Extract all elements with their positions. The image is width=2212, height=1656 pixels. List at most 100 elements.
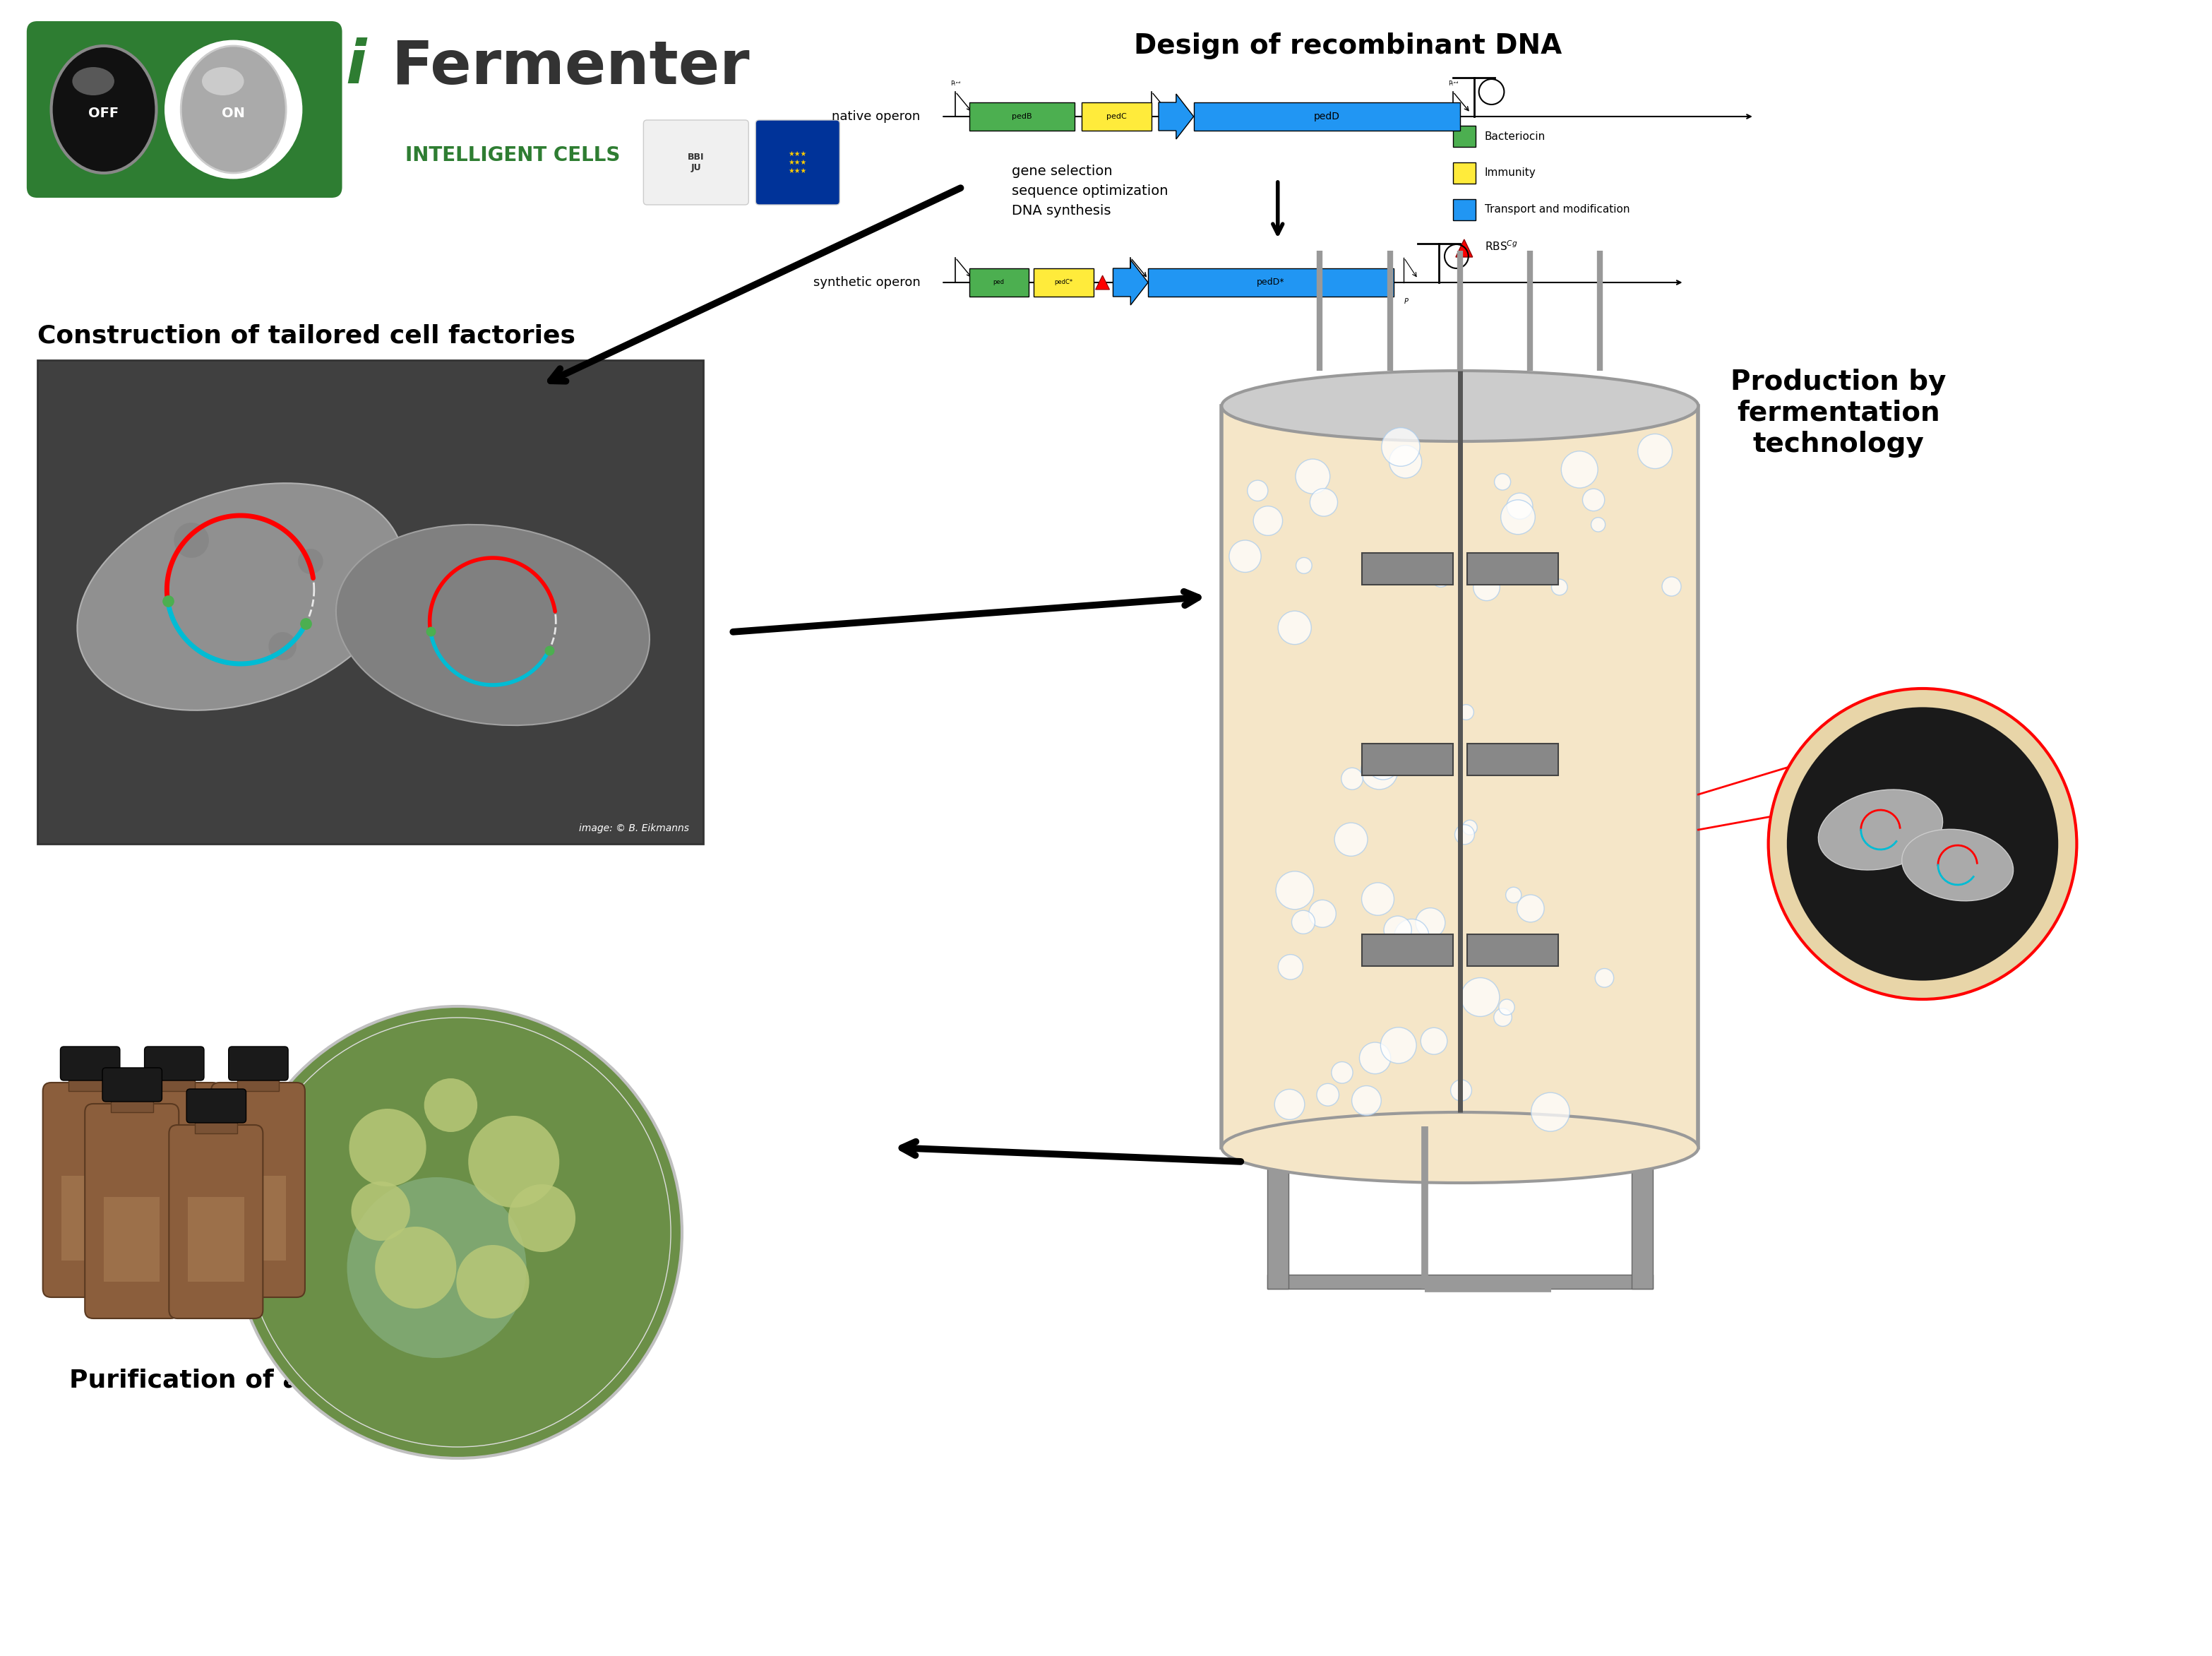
Circle shape (1316, 1083, 1338, 1106)
FancyBboxPatch shape (102, 1068, 161, 1101)
Circle shape (1506, 888, 1522, 903)
Circle shape (456, 1245, 529, 1318)
Text: Immunity: Immunity (1484, 167, 1535, 179)
Circle shape (349, 1110, 427, 1186)
FancyBboxPatch shape (228, 1047, 288, 1080)
Text: Pₜᵉᵈ: Pₜᵉᵈ (951, 81, 960, 86)
Bar (153, 1073, 195, 1091)
Text: Fermenter: Fermenter (392, 38, 750, 96)
Circle shape (347, 1177, 526, 1358)
Bar (111, 1095, 153, 1113)
Text: INTELLIGENT CELLS: INTELLIGENT CELLS (405, 146, 619, 166)
Bar (1467, 553, 1557, 585)
Bar (62, 1176, 117, 1260)
Bar (1267, 1275, 1652, 1288)
FancyBboxPatch shape (210, 1083, 305, 1297)
Bar (969, 103, 1075, 131)
Bar (1033, 268, 1093, 296)
FancyBboxPatch shape (42, 1083, 137, 1297)
FancyBboxPatch shape (144, 1047, 204, 1080)
FancyBboxPatch shape (27, 22, 343, 197)
Bar (146, 1176, 201, 1260)
Text: pedC*: pedC* (1055, 280, 1073, 285)
FancyBboxPatch shape (84, 1105, 179, 1318)
Polygon shape (1095, 275, 1110, 290)
Circle shape (376, 1227, 456, 1308)
Circle shape (1360, 752, 1398, 790)
Bar (1363, 934, 1453, 965)
Circle shape (1382, 427, 1420, 467)
Text: ped: ped (993, 280, 1004, 285)
Text: synthetic operon: synthetic operon (814, 277, 920, 288)
Bar (1082, 103, 1152, 131)
Circle shape (469, 1116, 560, 1207)
Circle shape (1292, 911, 1314, 934)
Bar (1221, 406, 1699, 1148)
Circle shape (1551, 580, 1568, 595)
Text: ★★★
★★★
★★★: ★★★ ★★★ ★★★ (787, 151, 807, 174)
Ellipse shape (77, 484, 405, 710)
Bar (1194, 103, 1460, 131)
Circle shape (1637, 434, 1672, 469)
Circle shape (1385, 916, 1411, 944)
Circle shape (1389, 445, 1422, 479)
Text: Bacteriocin: Bacteriocin (1484, 131, 1546, 142)
Circle shape (1332, 1061, 1354, 1083)
FancyBboxPatch shape (186, 1090, 246, 1123)
Circle shape (1254, 507, 1283, 535)
Ellipse shape (1221, 1113, 1699, 1182)
Bar (1453, 126, 1475, 147)
Circle shape (299, 548, 323, 575)
Circle shape (1394, 919, 1429, 954)
Ellipse shape (336, 525, 650, 725)
Bar (1467, 934, 1557, 965)
Bar (230, 1176, 285, 1260)
Circle shape (1279, 611, 1312, 644)
Circle shape (1274, 1090, 1305, 1119)
Circle shape (1787, 707, 2057, 980)
Ellipse shape (181, 46, 285, 172)
Bar (1453, 199, 1475, 220)
FancyBboxPatch shape (168, 1124, 263, 1318)
FancyBboxPatch shape (644, 119, 748, 205)
Ellipse shape (73, 68, 115, 96)
Circle shape (1276, 871, 1314, 909)
Text: pedB: pedB (1011, 113, 1033, 119)
Circle shape (1590, 517, 1606, 532)
Circle shape (1352, 1086, 1380, 1116)
Bar (237, 1073, 279, 1091)
Circle shape (1506, 493, 1533, 520)
Circle shape (1360, 1042, 1391, 1073)
Circle shape (1462, 977, 1500, 1017)
Bar (188, 1197, 243, 1282)
Ellipse shape (1902, 830, 2013, 901)
Text: Production by
fermentation
technology: Production by fermentation technology (1730, 369, 1947, 457)
Text: OFF: OFF (88, 106, 119, 119)
Circle shape (1500, 500, 1535, 535)
Circle shape (166, 41, 301, 177)
Circle shape (1500, 999, 1515, 1015)
Circle shape (1420, 1028, 1447, 1055)
Circle shape (1451, 1080, 1471, 1101)
Bar (104, 1197, 159, 1282)
Bar (195, 1116, 237, 1133)
Circle shape (1595, 969, 1615, 987)
Bar (1148, 268, 1394, 296)
Text: RBS$^{Cg}$: RBS$^{Cg}$ (1484, 240, 1517, 253)
Bar (1267, 1148, 1287, 1288)
Circle shape (1495, 474, 1511, 490)
Circle shape (1230, 540, 1261, 573)
Circle shape (1661, 576, 1681, 596)
Text: Transport and modification: Transport and modification (1484, 204, 1630, 215)
Text: native operon: native operon (832, 111, 920, 123)
Circle shape (175, 523, 208, 558)
Bar (1363, 553, 1453, 585)
Circle shape (1462, 820, 1478, 835)
Ellipse shape (51, 46, 157, 172)
Circle shape (1310, 489, 1338, 517)
Circle shape (352, 1181, 409, 1240)
Circle shape (1493, 1009, 1511, 1027)
Bar (969, 268, 1029, 296)
Circle shape (1363, 883, 1394, 916)
Bar (1632, 1148, 1652, 1288)
